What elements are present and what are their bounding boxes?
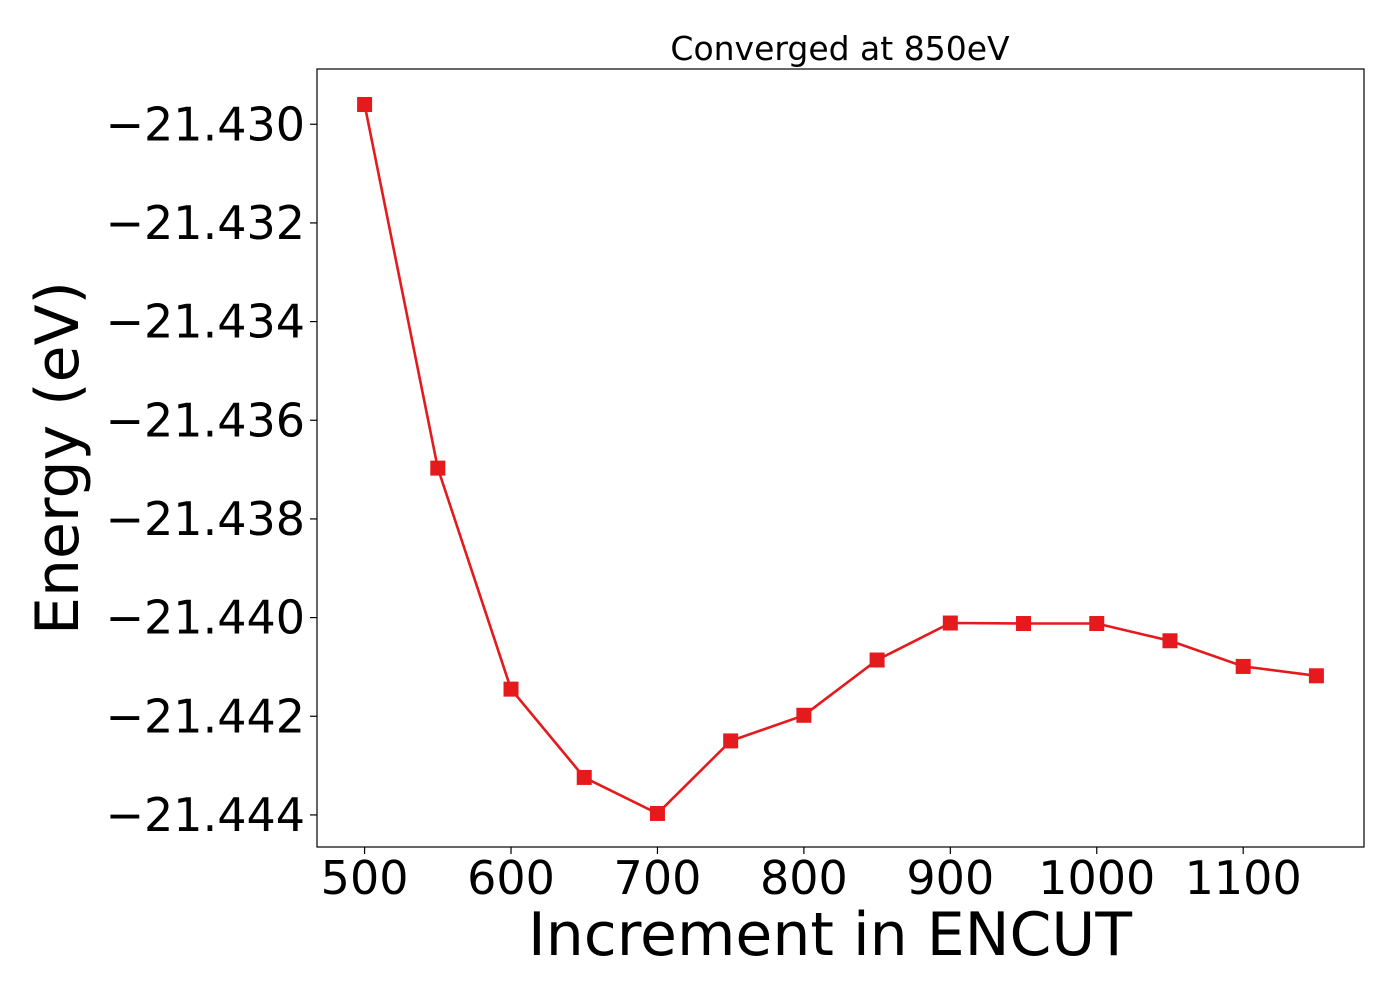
x-tick-label: 600 [467,851,555,905]
x-axis-ticks: 500 600 700 800 900 1000 1100 [321,847,1302,905]
data-point-marker [723,733,739,749]
data-point-marker [796,707,812,723]
plot-area-frame [316,68,1365,848]
y-tick-label: −21.430 [106,97,306,151]
data-point-marker [869,652,885,668]
series-line [363,104,1317,816]
data-point-marker [1162,633,1178,649]
data-point-marker [576,769,592,785]
y-tick-label: −21.438 [106,492,306,546]
y-tick-label: −21.432 [106,196,306,250]
chart-title: Converged at 850eV [670,29,1010,68]
x-tick-label: 800 [760,851,848,905]
data-point-marker [942,615,958,631]
y-tick-label: −21.442 [106,689,306,743]
data-point-marker [649,805,665,821]
x-tick-label: 700 [614,851,702,905]
y-axis-ticks: −21.430 −21.432 −21.434 −21.436 −21.438 −21.4… [106,97,317,842]
y-tick-label: −21.436 [106,393,306,447]
y-tick-label: −21.434 [106,295,306,349]
y-tick-label: −21.444 [106,788,306,842]
x-axis-title: Increment in ENCUT [528,900,1132,970]
y-axis-title: Energy (eV) [23,281,93,635]
data-point-marker [1016,616,1032,632]
x-tick-label: 1100 [1185,851,1302,905]
data-point-marker [503,681,519,697]
x-tick-label: 500 [321,851,409,905]
data-point-marker [1308,668,1324,684]
data-point-marker [1089,616,1105,632]
data-point-marker [357,97,373,113]
y-tick-label: −21.440 [106,591,306,645]
x-tick-label: 900 [906,851,994,905]
x-tick-label: 1000 [1038,851,1155,905]
data-point-marker [430,460,446,476]
data-point-marker [1235,658,1251,674]
series-layer [357,97,1324,821]
